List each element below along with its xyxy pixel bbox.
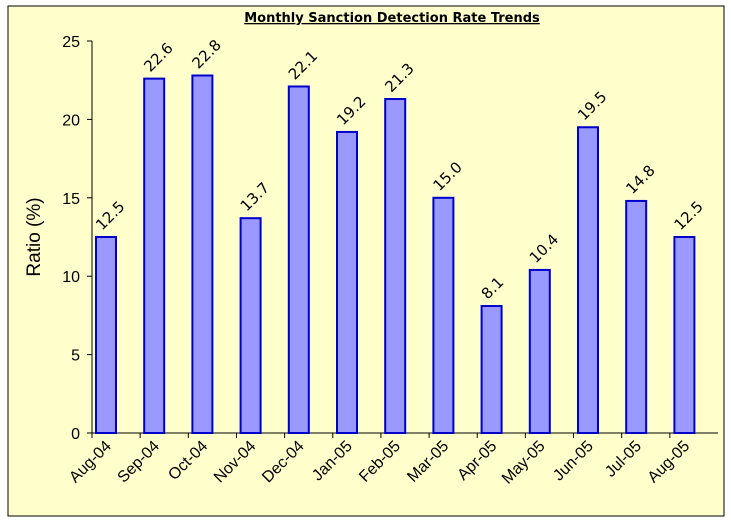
y-axis-label: Ratio (%) <box>24 197 45 276</box>
bar <box>625 199 648 434</box>
bar <box>384 98 407 435</box>
bar <box>239 217 262 434</box>
bar <box>336 130 358 434</box>
y-tick-label: 0 <box>71 426 80 443</box>
bar <box>95 236 117 434</box>
y-tick-label: 25 <box>62 34 80 51</box>
y-tick-label: 10 <box>62 269 80 286</box>
bar <box>287 85 310 435</box>
bar <box>191 74 214 434</box>
bar <box>432 196 455 434</box>
bar <box>673 236 696 434</box>
bar <box>528 268 551 435</box>
bar <box>577 126 599 435</box>
bar <box>143 77 166 435</box>
y-tick-label: 20 <box>62 112 80 129</box>
chart-background <box>7 5 725 517</box>
y-tick-label: 15 <box>62 191 80 208</box>
chart-title: Monthly Sanction Detection Rate Trends <box>244 11 540 26</box>
y-tick-label: 5 <box>71 348 80 365</box>
bar <box>480 304 503 435</box>
